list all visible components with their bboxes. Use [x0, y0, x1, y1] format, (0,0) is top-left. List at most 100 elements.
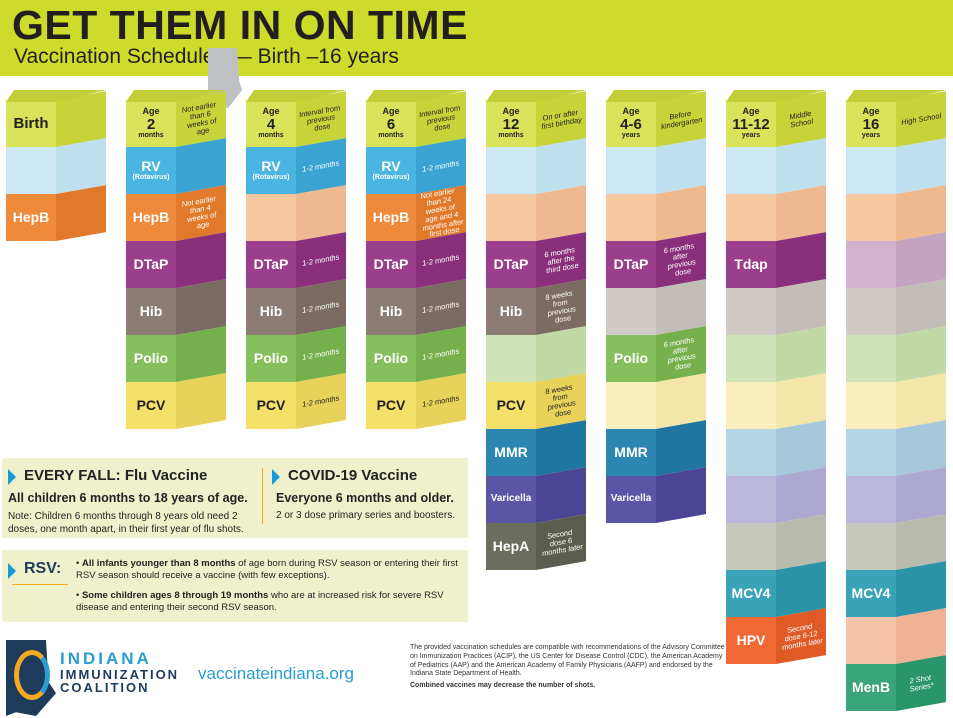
vaccine-label: HepA: [486, 523, 536, 570]
vaccine-note-text: Not earlier than 24 weeks of age and 4 m…: [419, 185, 465, 240]
vaccine-note: [176, 373, 226, 429]
vaccine-label: [486, 147, 536, 194]
empty-cell: [606, 138, 706, 194]
vaccine-cell-hepb: HepB: [6, 185, 106, 241]
age-header-line: months: [378, 132, 404, 140]
vaccine-label: [846, 147, 896, 194]
age-header-front: Age 11-12 years: [726, 100, 776, 147]
age-header-front: Age 4-6 years: [606, 100, 656, 147]
vaccine-label: Polio: [606, 335, 656, 382]
vaccine-label: [846, 382, 896, 429]
vaccine-note-text: 1-2 months: [301, 298, 341, 315]
age-header-line: 2: [146, 115, 156, 133]
vaccine-cell-tdap: Tdap: [726, 232, 826, 288]
vaccine-label: [726, 147, 776, 194]
vaccine-label: Tdap: [726, 241, 776, 288]
vaccine-label: [846, 476, 896, 523]
age-header: Age 16 years High School: [846, 91, 946, 147]
vaccine-label: DTaP: [246, 241, 296, 288]
empty-cell: [6, 138, 106, 194]
divider: [262, 468, 263, 524]
vaccine-note-text: 1-2 months: [301, 251, 341, 268]
vaccine-cell-dtap: DTaP 6 months after the third dose: [486, 232, 586, 288]
age-header-line: months: [138, 132, 164, 140]
vaccine-label: Hib: [126, 288, 176, 335]
vaccine-label: [726, 523, 776, 570]
vaccine-label: Polio: [366, 335, 416, 382]
vaccine-cell-dtap: DTaP 1-2 months: [246, 232, 346, 288]
vaccine-label: [726, 335, 776, 382]
empty-cell: [726, 514, 826, 570]
vaccine-subname: (Rotavirus): [132, 174, 170, 182]
vaccine-cell-pcv: PCV: [126, 373, 226, 429]
vaccine-cell-polio: Polio 6 months after previous dose: [606, 326, 706, 382]
age-header: Age 11-12 years Middle School: [726, 91, 826, 147]
age-header-note-text: Middle School: [788, 108, 814, 129]
age-header-line: 16: [862, 115, 880, 133]
flu-bold: All children 6 months to 18 years of age…: [8, 491, 248, 505]
disclaimer: The provided vaccination schedules are c…: [410, 644, 730, 691]
vaccine-note-text: 1-2 months: [421, 345, 461, 362]
vaccine-cell-dtap: DTaP 1-2 months: [366, 232, 466, 288]
vaccine-name: RV: [261, 158, 281, 175]
org-line-3: COALITION: [60, 680, 150, 696]
vaccine-label: PCV: [366, 382, 416, 429]
vaccine-name: Hib: [499, 303, 523, 320]
vaccine-cell-varicella: Varicella: [486, 467, 586, 523]
empty-cell: [606, 279, 706, 335]
vaccine-cell-rv: RV (Rotavirus) 1-2 months: [366, 138, 466, 194]
empty-cell: [726, 467, 826, 523]
age-header: Birth: [6, 91, 106, 147]
website-link[interactable]: vaccinateindiana.org: [198, 664, 354, 683]
vaccine-cell-hib: Hib 1-2 months: [246, 279, 346, 335]
vaccine-name: HepB: [12, 209, 50, 226]
age-header-note-text: On or after first birthday: [540, 107, 583, 131]
vaccine-note-text: 1-2 months: [421, 251, 461, 268]
age-header-line: months: [498, 132, 524, 140]
empty-cell: [726, 326, 826, 382]
age-header-line: 4-6: [620, 115, 642, 133]
vaccine-label: HepB: [126, 194, 176, 241]
vaccine-name: DTaP: [253, 256, 289, 273]
vaccine-name: MCV4: [851, 585, 891, 602]
vaccine-cell-polio: Polio 1-2 months: [366, 326, 466, 382]
vaccine-label: DTaP: [126, 241, 176, 288]
vaccine-cell-pcv: PCV 1-2 months: [366, 373, 466, 429]
rsv-bullet-1-rest: of age born during RSV season or enterin…: [76, 558, 458, 582]
vaccine-note-text: 6 months after the third dose: [543, 244, 580, 275]
vaccine-note-text: 1-2 months: [301, 345, 341, 362]
vaccine-note-text: Not earlier than 4 weeks of age: [181, 193, 217, 230]
empty-cell: [846, 279, 946, 335]
vaccine-name: HPV: [736, 632, 766, 649]
vaccine-label: PCV: [246, 382, 296, 429]
vaccine-note-text: 1-2 months: [421, 392, 461, 409]
covid-note: 2 or 3 dose primary series and boosters.: [276, 510, 455, 521]
age-header-note-text: High School: [900, 110, 942, 127]
vaccine-label: [846, 241, 896, 288]
vaccine-label: RV (Rotavirus): [246, 147, 296, 194]
page-title: GET THEM IN ON TIME: [12, 2, 468, 48]
vaccine-note-text: 1-2 months: [421, 298, 461, 315]
vaccine-label: Hib: [246, 288, 296, 335]
age-header: Age 4 months Interval from previous dose: [246, 91, 346, 147]
vaccine-label: [726, 476, 776, 523]
age-header-line: years: [861, 132, 881, 140]
vaccine-note-text: Second dose 6-12 months later: [781, 621, 824, 652]
age-header-note-text: Interval from previous dose: [418, 102, 461, 133]
vaccine-cell-hepa: HepA Second dose 6 months later: [486, 514, 586, 570]
vaccine-name: HepB: [372, 209, 410, 226]
flu-note: Note: Children 6 months through 8 years …: [8, 511, 244, 535]
vaccine-label: RV (Rotavirus): [126, 147, 176, 194]
vaccine-note-text: Second dose 6 months later: [541, 527, 584, 558]
age-header-note-text: Not earlier than 6 weeks of age: [181, 99, 217, 136]
age-header-line: Age: [742, 106, 760, 117]
empty-cell: [726, 138, 826, 194]
vaccine-label: MenB: [846, 664, 896, 711]
vaccine-note: 1-2 months: [296, 373, 346, 429]
vaccine-cell-polio: Polio: [126, 326, 226, 382]
empty-cell: [846, 232, 946, 288]
vaccine-note-text: 6 months after previous dose: [662, 240, 697, 278]
age-header-line: 4: [266, 115, 276, 133]
vaccine-label: [6, 147, 56, 194]
vaccine-label: [726, 382, 776, 429]
